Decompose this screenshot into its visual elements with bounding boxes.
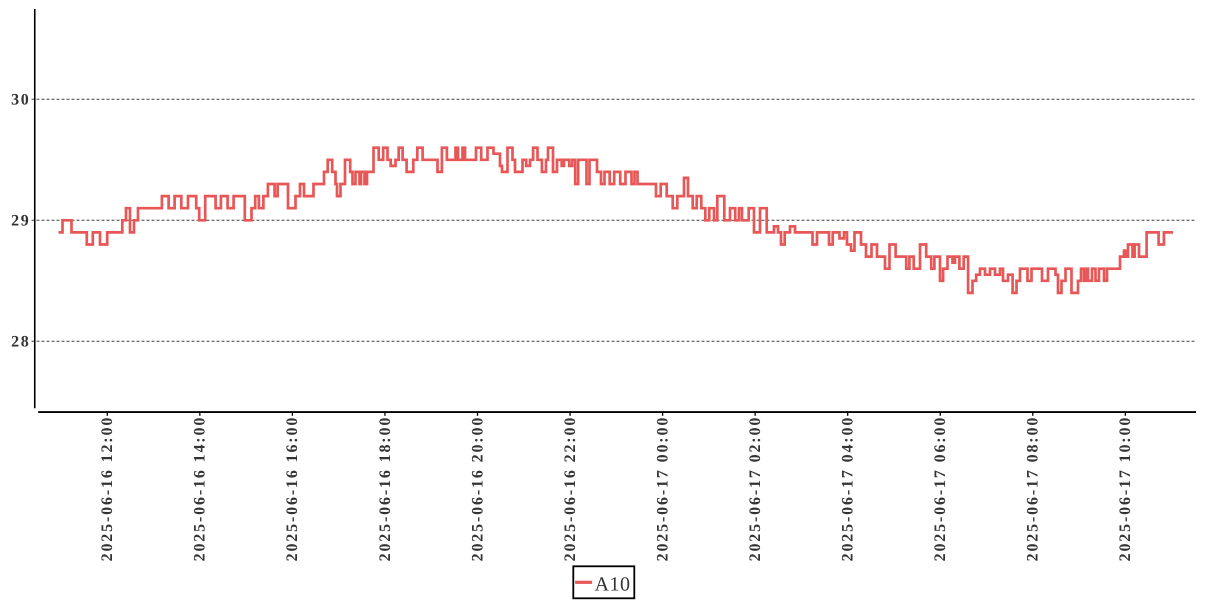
svg-text:2025-06-17 10:00: 2025-06-17 10:00 xyxy=(1117,416,1134,562)
svg-text:2025-06-16 12:00: 2025-06-16 12:00 xyxy=(99,416,116,562)
svg-text:2025-06-16 14:00: 2025-06-16 14:00 xyxy=(192,416,209,562)
svg-text:29: 29 xyxy=(11,213,30,230)
svg-text:2025-06-16 20:00: 2025-06-16 20:00 xyxy=(469,416,486,562)
svg-text:2025-06-17 00:00: 2025-06-17 00:00 xyxy=(654,416,671,562)
svg-text:A10: A10 xyxy=(595,573,631,595)
svg-text:2025-06-17 08:00: 2025-06-17 08:00 xyxy=(1025,416,1042,562)
svg-text:28: 28 xyxy=(11,334,30,351)
svg-text:2025-06-16 16:00: 2025-06-16 16:00 xyxy=(284,416,301,562)
svg-text:2025-06-16 18:00: 2025-06-16 18:00 xyxy=(377,416,394,562)
svg-text:2025-06-17 06:00: 2025-06-17 06:00 xyxy=(932,416,949,562)
svg-text:30: 30 xyxy=(11,92,30,109)
svg-text:2025-06-16 22:00: 2025-06-16 22:00 xyxy=(562,416,579,562)
svg-text:2025-06-17 04:00: 2025-06-17 04:00 xyxy=(840,416,857,562)
svg-text:2025-06-17 02:00: 2025-06-17 02:00 xyxy=(747,416,764,562)
